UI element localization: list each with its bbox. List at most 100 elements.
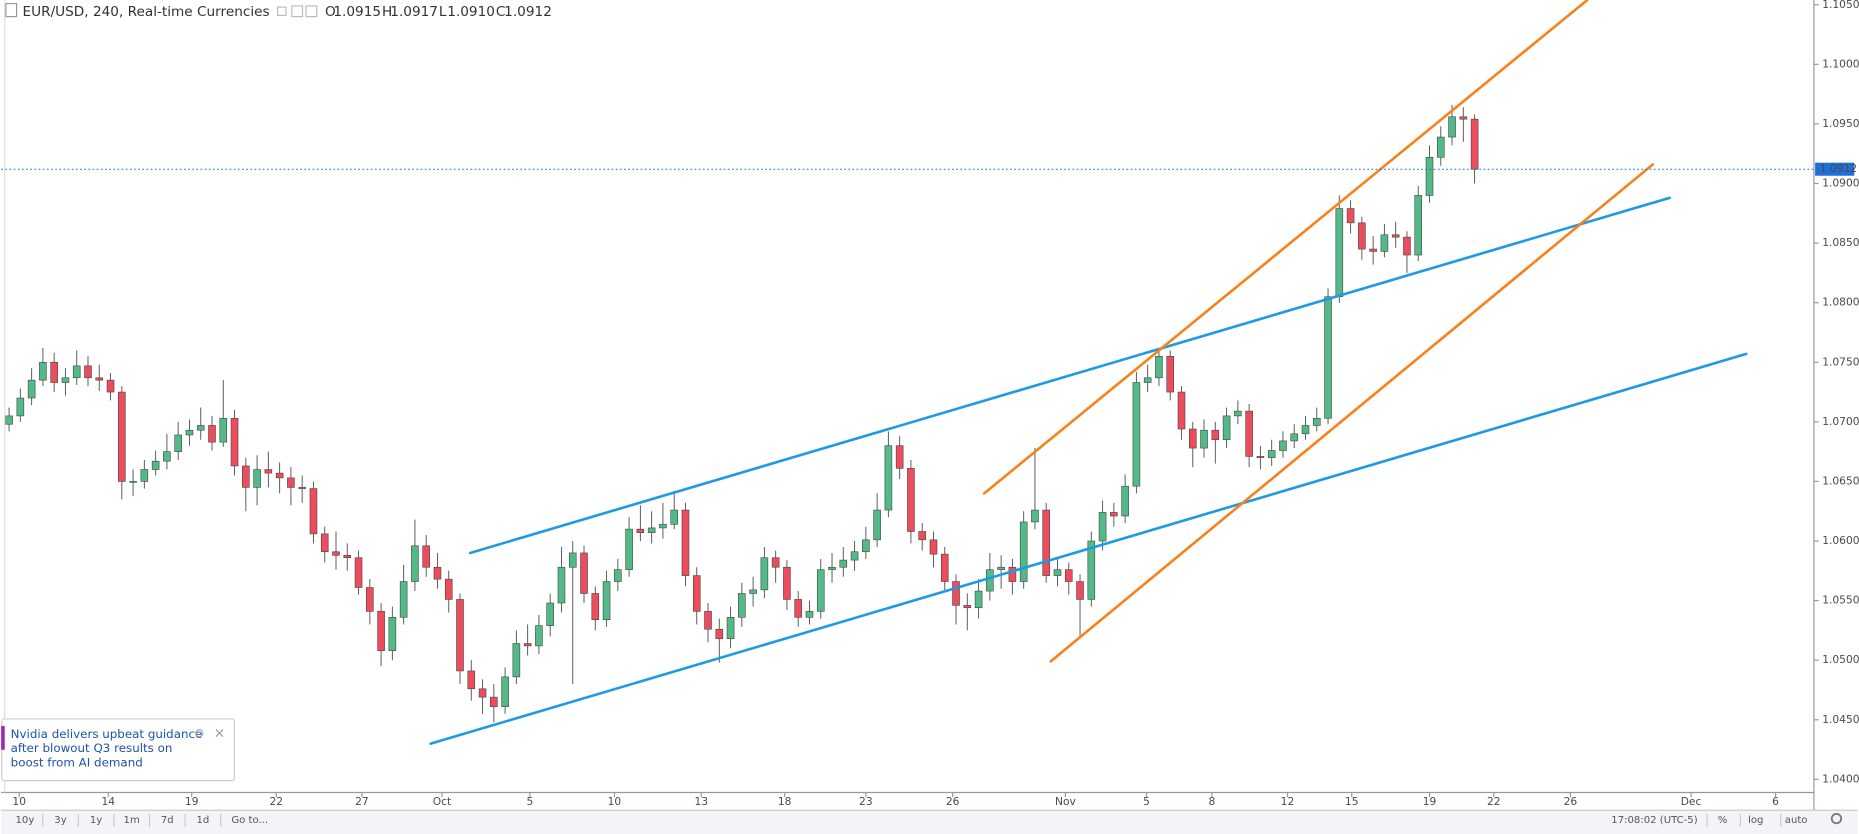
range-button[interactable]: 7d: [161, 815, 174, 826]
x-tick-label: 13: [694, 795, 708, 808]
candle-body: [715, 628, 724, 640]
range-button[interactable]: 1d: [196, 815, 209, 826]
candle-body: [591, 593, 600, 620]
y-tick-label: 1.0950: [1822, 117, 1859, 130]
settings-icon[interactable]: [1830, 812, 1843, 825]
candle-body: [1267, 450, 1276, 458]
trend-line[interactable]: [429, 352, 1748, 745]
ohlc-key: H: [382, 4, 392, 20]
trend-line[interactable]: [468, 196, 1671, 555]
candle-body: [704, 611, 712, 630]
candle-body: [377, 611, 385, 651]
news-line: boost from AI demand: [11, 755, 143, 769]
candle-body: [1019, 521, 1028, 582]
x-tick-label: 26: [946, 795, 960, 808]
candle-body: [1053, 569, 1062, 576]
goto-button[interactable]: Go to...: [231, 815, 268, 826]
candle-body: [1177, 391, 1186, 430]
x-tick-label: 15: [1345, 795, 1359, 808]
candle-body: [557, 566, 566, 604]
candle-body: [828, 566, 836, 570]
candle-body: [1076, 581, 1084, 600]
news-settings[interactable]: [195, 729, 204, 738]
y-tick-label: 1.0500: [1822, 653, 1859, 666]
candle-body: [1312, 417, 1321, 426]
range-button[interactable]: 1m: [124, 815, 140, 826]
news-marker: [1, 726, 5, 750]
candle-body: [546, 602, 554, 626]
trend-line[interactable]: [1049, 163, 1655, 663]
candle-body: [929, 539, 938, 555]
news-close[interactable]: [215, 729, 224, 738]
candle-body: [681, 509, 690, 576]
header-icon[interactable]: [277, 6, 287, 17]
candle-body: [760, 557, 769, 591]
candle-body: [151, 460, 160, 470]
x-tick-label: Nov: [1055, 795, 1076, 808]
header-icon[interactable]: [291, 5, 304, 18]
option-button[interactable]: %: [1718, 815, 1728, 826]
candle-body: [1064, 569, 1073, 582]
candle-body: [1245, 410, 1253, 457]
candle-body: [1448, 116, 1456, 138]
candle-body: [118, 391, 126, 482]
symbol-icon: [5, 2, 18, 18]
candle-body: [242, 465, 250, 488]
y-tick-label: 1.1000: [1822, 57, 1859, 70]
candle-body: [1166, 356, 1175, 393]
candle-body: [738, 593, 746, 618]
range-button[interactable]: 1y: [90, 815, 102, 826]
candle-body: [95, 377, 104, 381]
candle-body: [1256, 456, 1265, 458]
candle-body: [185, 429, 194, 436]
candle-body: [1335, 208, 1344, 298]
candle-body: [805, 611, 814, 618]
y-tick-label: 1.0850: [1822, 236, 1859, 249]
candle-body: [275, 472, 284, 479]
candle-body: [1008, 566, 1017, 582]
candle-body: [72, 365, 81, 379]
candle-body: [952, 581, 960, 606]
option-button[interactable]: log: [1748, 815, 1763, 826]
y-tick-label: 1.0750: [1822, 355, 1859, 368]
candle-body: [422, 545, 430, 568]
candle-body: [444, 578, 453, 600]
candle-body: [50, 361, 58, 383]
candle-body: [918, 531, 926, 541]
x-tick-label: 27: [355, 795, 369, 808]
candle-body: [196, 425, 205, 431]
candle-body: [1098, 512, 1107, 542]
ohlc-key: C: [496, 4, 506, 20]
range-button[interactable]: 10y: [16, 815, 35, 826]
candle-body: [1155, 356, 1163, 379]
candle-body: [61, 377, 70, 383]
x-tick-label: 5: [1143, 795, 1150, 808]
ohlc-key: O: [325, 4, 336, 20]
x-tick-label: 18: [778, 795, 792, 808]
y-tick-label: 1.0800: [1822, 296, 1859, 309]
plot-area: [1, 0, 1814, 745]
news-box[interactable]: Nvidia delivers upbeat guidance after bl…: [1, 718, 235, 782]
candle-body: [726, 617, 735, 640]
x-tick-label: 23: [859, 795, 873, 808]
header-icon[interactable]: [305, 5, 318, 18]
candle-body: [1301, 425, 1310, 435]
range-button[interactable]: 3y: [54, 815, 66, 826]
candle-body: [490, 696, 498, 707]
y-tick-label: 1.0400: [1822, 772, 1859, 785]
candle-body: [512, 643, 521, 678]
candle-body: [433, 566, 442, 580]
candle-body: [1188, 428, 1197, 449]
y-tick-label: 1.0900: [1822, 177, 1859, 190]
last-price-label: 1.0912: [1820, 162, 1857, 175]
x-tick-label: 8: [1209, 795, 1216, 808]
candle-body: [997, 566, 1005, 570]
candle-body: [5, 415, 13, 425]
trend-line[interactable]: [982, 0, 1589, 495]
news-line: after blowout Q3 results on: [11, 741, 173, 755]
candle-body: [1324, 296, 1332, 419]
candle-body: [219, 417, 228, 443]
y-tick-label: 1.0450: [1822, 713, 1859, 726]
option-button[interactable]: auto: [1785, 815, 1808, 826]
